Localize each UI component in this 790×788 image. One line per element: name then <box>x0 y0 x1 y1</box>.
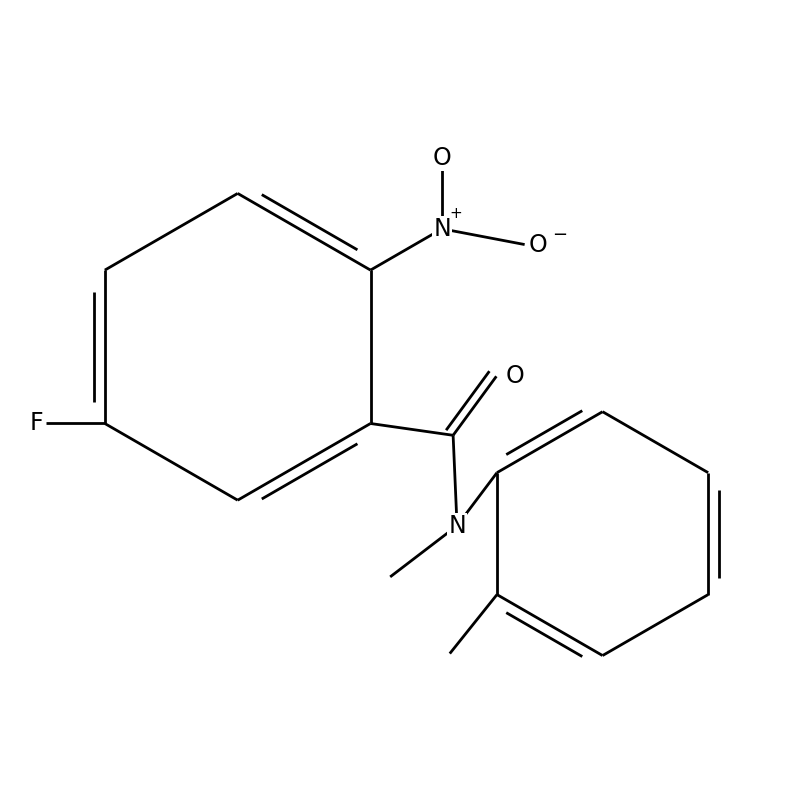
Text: −: − <box>551 226 566 244</box>
Text: N: N <box>433 217 451 241</box>
Text: O: O <box>506 364 525 388</box>
Text: O: O <box>529 232 547 257</box>
Text: +: + <box>450 206 463 221</box>
Text: O: O <box>433 146 451 170</box>
Text: N: N <box>448 514 466 537</box>
Text: F: F <box>30 411 43 436</box>
